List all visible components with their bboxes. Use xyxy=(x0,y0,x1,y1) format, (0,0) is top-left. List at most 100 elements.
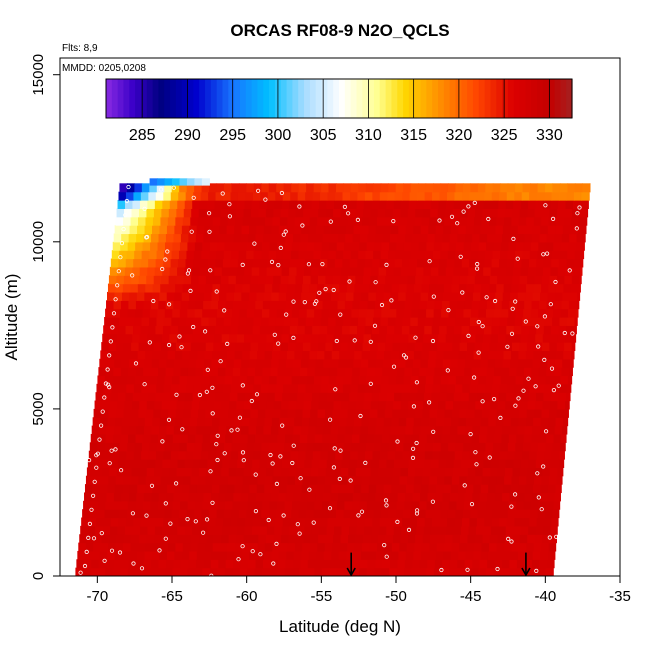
field-cell xyxy=(199,333,208,343)
field-cell xyxy=(546,367,555,377)
sample-point xyxy=(210,385,215,390)
field-cell xyxy=(285,233,294,243)
field-cell xyxy=(409,325,418,335)
field-cell xyxy=(411,367,421,377)
field-cell xyxy=(546,433,555,443)
field-cell xyxy=(445,333,454,343)
field-cell xyxy=(189,225,198,235)
field-cell xyxy=(340,467,349,477)
field-cell xyxy=(338,484,347,494)
field-cell xyxy=(479,233,488,243)
field-cell xyxy=(275,258,284,268)
field-cell xyxy=(362,275,371,285)
field-cell xyxy=(501,241,510,251)
field-cell xyxy=(470,183,479,193)
field-cell xyxy=(377,208,386,218)
field-cell xyxy=(476,392,485,402)
field-cell xyxy=(320,517,329,527)
field-cell xyxy=(465,358,474,368)
field-cell xyxy=(283,509,292,519)
field-cell xyxy=(311,525,320,535)
field-cell xyxy=(313,317,322,326)
sample-point xyxy=(144,235,149,240)
field-cell xyxy=(197,542,206,552)
field-cell xyxy=(434,492,444,502)
sample-point xyxy=(254,392,260,397)
field-cell xyxy=(103,450,112,460)
sample-point xyxy=(556,383,561,388)
field-cell xyxy=(196,291,205,301)
field-cell xyxy=(187,433,196,443)
field-cell xyxy=(536,191,545,201)
field-cell xyxy=(293,225,302,235)
field-cell xyxy=(551,450,560,460)
sample-point xyxy=(116,269,121,274)
field-cell xyxy=(352,492,361,502)
field-cell xyxy=(577,225,586,235)
field-cell xyxy=(267,258,276,268)
field-cell xyxy=(319,325,328,335)
field-cell xyxy=(138,534,148,544)
colorbar-segment xyxy=(123,79,130,118)
field-cell xyxy=(265,408,274,418)
field-cell xyxy=(342,517,351,527)
field-cell xyxy=(389,241,398,251)
field-cell xyxy=(164,183,173,193)
field-cell xyxy=(535,266,544,276)
flights-label: Flts: 8,9 xyxy=(62,43,98,54)
sample-point xyxy=(332,446,337,451)
field-cell xyxy=(174,350,184,360)
field-cell xyxy=(272,475,281,485)
field-cell xyxy=(437,408,446,418)
field-cell xyxy=(362,208,372,218)
field-cell xyxy=(483,266,492,276)
field-cell xyxy=(327,517,336,527)
field-cell xyxy=(216,317,225,326)
field-cell xyxy=(181,492,190,502)
field-cell xyxy=(128,233,137,243)
sample-point xyxy=(348,478,353,483)
y-tick-label: 5000 xyxy=(30,392,47,425)
field-cell xyxy=(225,559,234,569)
sample-point xyxy=(225,341,230,346)
field-cell xyxy=(330,358,339,368)
sample-point xyxy=(430,338,436,344)
field-cell xyxy=(88,450,97,460)
field-cell xyxy=(143,492,152,502)
field-cell xyxy=(423,400,432,410)
field-cell xyxy=(340,534,349,544)
field-cell xyxy=(260,258,269,268)
field-cell xyxy=(166,492,175,502)
field-cell xyxy=(395,509,404,519)
field-cell xyxy=(349,200,358,209)
field-cell xyxy=(469,258,478,268)
field-cell xyxy=(518,417,527,427)
field-cell xyxy=(209,375,218,385)
field-cell xyxy=(514,191,523,201)
colorbar-segment xyxy=(222,79,229,118)
field-cell xyxy=(421,216,430,226)
field-cell xyxy=(388,509,397,519)
field-cell xyxy=(336,442,345,452)
field-cell xyxy=(108,408,117,418)
field-cell xyxy=(436,283,445,293)
field-cell xyxy=(105,367,114,377)
field-cell xyxy=(265,208,274,218)
field-cell xyxy=(287,542,296,552)
field-cell xyxy=(414,283,423,293)
field-cell xyxy=(309,283,318,293)
sample-point xyxy=(431,294,436,299)
field-cell xyxy=(178,383,187,393)
field-cell xyxy=(522,383,531,393)
field-cell xyxy=(147,459,156,468)
field-cell xyxy=(92,484,101,494)
field-cell xyxy=(325,208,334,218)
field-cell xyxy=(216,183,225,193)
sample-point xyxy=(115,283,120,288)
field-cell xyxy=(194,375,203,385)
sample-point xyxy=(258,552,263,557)
field-cell xyxy=(218,300,227,310)
field-cell xyxy=(313,383,322,393)
field-cell xyxy=(172,375,181,385)
field-cell xyxy=(159,358,168,368)
